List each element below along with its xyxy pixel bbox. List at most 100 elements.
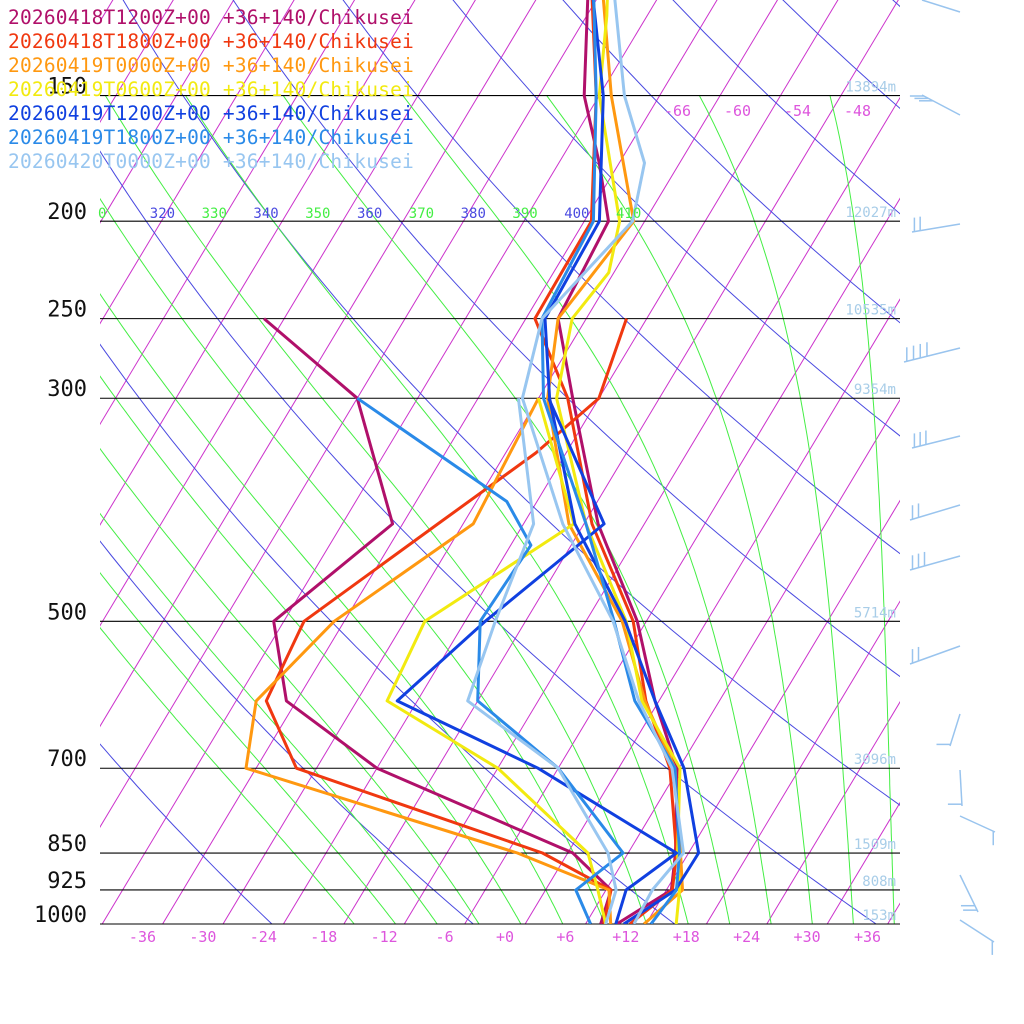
wind-barb xyxy=(911,435,961,449)
x-tick-label: -18 xyxy=(310,928,337,946)
isotherm-label: -60 xyxy=(724,102,751,120)
wind-barb xyxy=(911,223,961,233)
height-label: 13894m xyxy=(845,80,896,96)
moist-adiabat-line xyxy=(100,197,606,924)
theta-label: 330 xyxy=(202,206,227,222)
theta-label: 0 xyxy=(98,206,106,222)
isotherm-line xyxy=(403,96,900,924)
height-label: 1509m xyxy=(854,837,896,853)
wind-barb xyxy=(959,769,963,807)
pressure-level-label: 250 xyxy=(47,298,87,323)
isotherm-line xyxy=(705,600,900,924)
pressure-level-label: 500 xyxy=(47,600,87,625)
wind-barb xyxy=(959,919,995,943)
pressure-level-label: 300 xyxy=(47,377,87,402)
x-tick-label: -12 xyxy=(371,928,398,946)
pressure-level-label: 850 xyxy=(47,832,87,857)
dewpoint-line xyxy=(385,397,608,924)
wind-barbs xyxy=(903,0,996,955)
moist-adiabat-line xyxy=(100,626,355,924)
theta-label: 360 xyxy=(357,206,382,222)
moist-adiabat-line xyxy=(100,512,438,924)
moist-adiabat-line xyxy=(282,95,731,924)
wind-barb xyxy=(959,874,979,913)
dry-adiabat-line xyxy=(100,150,877,924)
height-label: 153m xyxy=(862,908,896,924)
dewpoint-line xyxy=(244,397,613,924)
legend: 20260418T1200Z+00 +36+140/Chikusei 202604… xyxy=(8,6,414,174)
height-label: 9354m xyxy=(854,382,896,398)
dry-adiabat-line xyxy=(452,0,900,437)
dry-adiabat-line xyxy=(562,0,900,324)
moist-adiabat-line xyxy=(100,572,397,924)
wind-barb xyxy=(903,347,961,363)
x-tick-label: -6 xyxy=(436,928,454,946)
temperature-line xyxy=(520,0,685,924)
wind-barb xyxy=(909,555,961,571)
moist-adiabat-grid xyxy=(100,95,895,924)
temperature-line xyxy=(540,0,681,924)
legend-entry: 20260418T1800Z+00 +36+140/Chikusei xyxy=(8,30,414,53)
wind-barb xyxy=(909,645,961,665)
isotherm-line xyxy=(766,701,900,924)
sounding-series xyxy=(244,0,701,924)
dry-adiabat-line xyxy=(698,0,1024,945)
isotherm-line xyxy=(585,398,900,924)
x-tick-label: -30 xyxy=(189,928,216,946)
pressure-level-label: 150 xyxy=(47,75,87,100)
dry-adiabat-line xyxy=(672,0,900,215)
height-label: 3096m xyxy=(854,752,896,768)
axis-labels: 10016410m15013894m20012027m25010535m3009… xyxy=(34,75,896,946)
moist-adiabat-line xyxy=(698,95,854,924)
x-tick-label: -24 xyxy=(250,928,277,946)
isotherm-label: -54 xyxy=(784,102,811,120)
legend-entry: 20260419T0000Z+00 +36+140/Chikusei xyxy=(8,54,414,77)
legend-entry: 20260419T0600Z+00 +36+140/Chikusei xyxy=(8,78,414,101)
legend-entry: 20260419T1800Z+00 +36+140/Chikusei xyxy=(8,126,414,149)
legend-entry: 20260418T1200Z+00 +36+140/Chikusei xyxy=(8,6,414,29)
isotherm-line xyxy=(100,0,537,728)
x-tick-label: +6 xyxy=(556,928,574,946)
theta-label: 340 xyxy=(253,206,278,222)
wind-barb xyxy=(949,713,961,747)
theta-label: 400 xyxy=(564,206,589,222)
theta-label: 350 xyxy=(305,206,330,222)
pressure-level-label: 925 xyxy=(47,869,87,894)
isotherm-line xyxy=(887,902,900,924)
isotherm-line xyxy=(283,0,839,924)
isotherm-label: -66 xyxy=(664,102,691,120)
isotherm-line xyxy=(162,0,718,924)
isotherm-line xyxy=(524,298,900,924)
isotherm-line xyxy=(100,0,476,627)
height-label: 808m xyxy=(862,874,896,890)
wind-barb xyxy=(921,0,961,13)
x-tick-label: +30 xyxy=(794,928,821,946)
pressure-level-label: 1000 xyxy=(34,903,87,928)
dewpoint-line xyxy=(264,318,628,924)
isotherm-line xyxy=(464,197,900,924)
dry-adiabat-grid xyxy=(100,0,1024,945)
dry-adiabat-line xyxy=(100,743,273,924)
temperature-line xyxy=(543,0,701,924)
dry-adiabat-line xyxy=(342,0,900,555)
theta-label: 390 xyxy=(512,206,537,222)
moist-adiabat-line xyxy=(100,447,480,924)
theta-label: 320 xyxy=(150,206,175,222)
height-label: 5714m xyxy=(854,605,896,621)
x-tick-label: -36 xyxy=(129,928,156,946)
dry-adiabat-line xyxy=(232,0,900,678)
isotherm-line xyxy=(100,0,295,325)
pressure-level-label: 200 xyxy=(47,200,87,225)
x-tick-label: +0 xyxy=(496,928,514,946)
x-tick-label: +12 xyxy=(612,928,639,946)
x-tick-label: +24 xyxy=(733,928,760,946)
isotherm-grid xyxy=(100,0,900,924)
wind-barb xyxy=(959,815,996,833)
dry-adiabat-line xyxy=(100,540,475,924)
isotherm-line xyxy=(101,0,658,924)
isotherm-label: -48 xyxy=(844,102,871,120)
isotherm-line xyxy=(343,0,899,924)
wind-barb xyxy=(909,504,961,521)
theta-label: 380 xyxy=(461,206,486,222)
